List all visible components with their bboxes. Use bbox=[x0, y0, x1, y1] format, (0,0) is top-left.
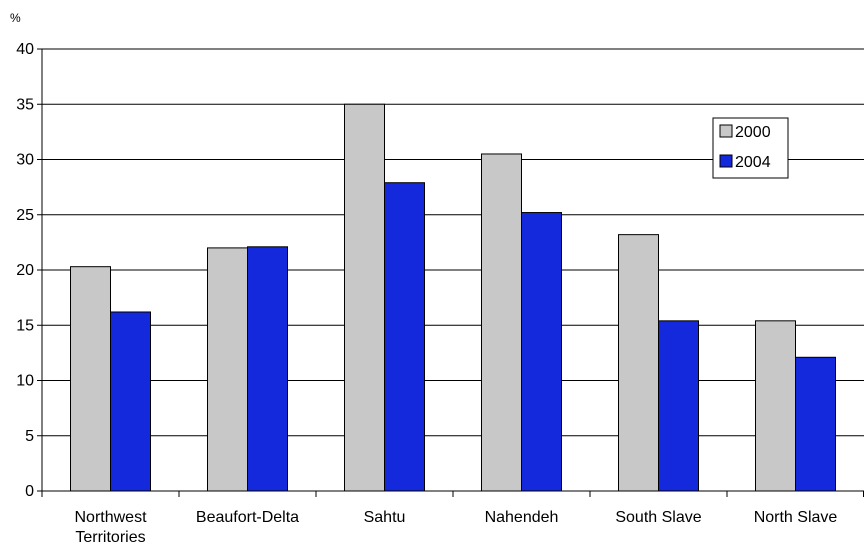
x-axis-labels: Northwest Territories Beaufort-Delta Sahtu N… bbox=[74, 509, 837, 546]
legend: 2000 2004 bbox=[712, 117, 789, 179]
bar-2000-4 bbox=[618, 234, 659, 492]
bars bbox=[70, 103, 836, 492]
x-tick-label: South Slave bbox=[615, 509, 701, 526]
bar-2000-3 bbox=[481, 153, 522, 492]
x-tick-label: Nahendeh bbox=[485, 509, 559, 526]
x-tick-label: Sahtu bbox=[364, 509, 406, 526]
y-tick-label: 0 bbox=[25, 483, 34, 500]
bar-2000-5 bbox=[755, 320, 796, 492]
bar-2000-0 bbox=[70, 266, 111, 492]
bar-2004-4 bbox=[658, 320, 699, 492]
legend-swatch-2000 bbox=[719, 124, 733, 138]
y-tick-label: 15 bbox=[16, 317, 34, 334]
y-tick-label: 35 bbox=[16, 96, 34, 113]
bar-2000-1 bbox=[207, 247, 248, 492]
y-tick-label: 30 bbox=[16, 152, 34, 169]
x-tick-label: Beaufort-Delta bbox=[196, 509, 299, 526]
gridlines bbox=[42, 48, 864, 437]
y-tick-label: 10 bbox=[16, 373, 34, 390]
y-tick-label: 40 bbox=[16, 41, 34, 58]
legend-swatch-2004 bbox=[719, 154, 733, 168]
axes bbox=[41, 49, 864, 497]
bar-2004-0 bbox=[110, 311, 151, 492]
bar-2004-1 bbox=[247, 246, 288, 492]
legend-label-2004: 2004 bbox=[735, 154, 771, 171]
bar-2004-3 bbox=[521, 212, 562, 492]
y-tick-label: 20 bbox=[16, 262, 34, 279]
y-axis-ticks: 0 5 10 15 20 25 30 35 40 bbox=[16, 41, 42, 500]
y-tick-label: 25 bbox=[16, 207, 34, 224]
x-tick-label: Northwest Territories bbox=[74, 509, 147, 546]
legend-label-2000: 2000 bbox=[735, 124, 771, 141]
y-axis-unit-label: % bbox=[10, 11, 21, 25]
bar-2004-5 bbox=[795, 356, 836, 492]
bar-2004-2 bbox=[384, 182, 425, 492]
y-tick-label: 5 bbox=[25, 428, 34, 445]
x-tick-label: North Slave bbox=[754, 509, 838, 526]
bar-2000-2 bbox=[344, 103, 385, 492]
